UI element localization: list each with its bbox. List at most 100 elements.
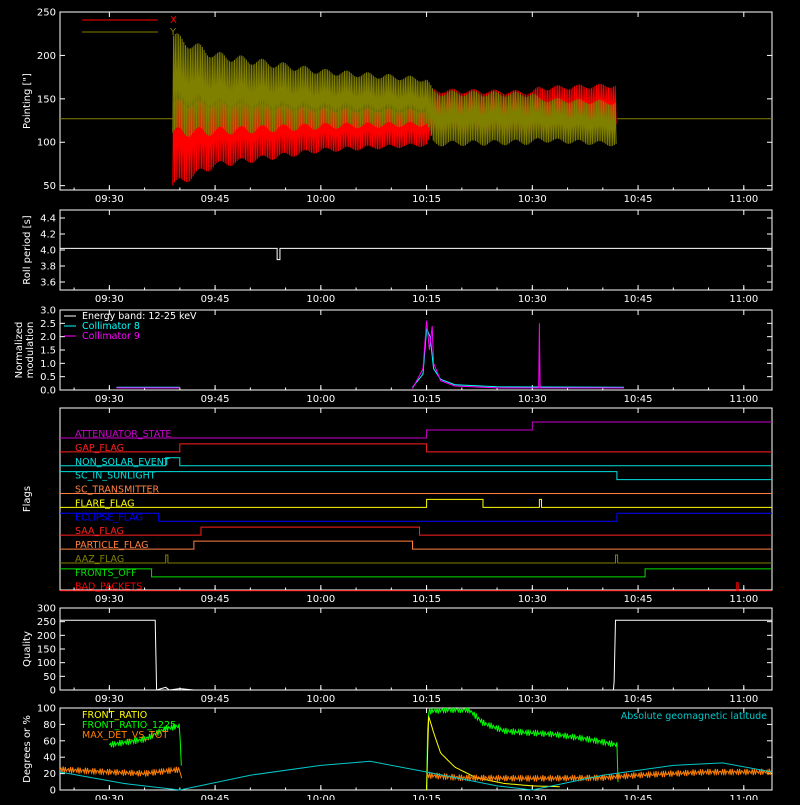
flag-line [60,421,772,439]
ratios-time-tick-label: 10:45 [624,794,653,800]
flag-label: SC_IN_SUNLIGHT [75,471,156,482]
flags-time-tick-label: 09:30 [95,594,124,605]
flag-label: ATTENUATOR_STATE [75,429,171,440]
pointing-time-tick-label: 09:30 [95,194,124,205]
modulation-time-tick-label: 10:15 [412,394,441,405]
flag-label: AAZ_FLAG [75,554,124,565]
ratios-y-tick-label: 40 [43,753,56,764]
pointing-series-y [172,33,617,147]
modulation-y-tick-label: 2.0 [40,332,56,343]
quality-time-tick-label: 10:15 [412,694,441,705]
flag-label: BAD_PACKETS [75,582,142,593]
flags-time-tick-label: 09:45 [201,594,230,605]
ratios-annotation-geomag: Absolute geomagnetic latitude [621,711,767,722]
quality-time-tick-label: 10:45 [624,694,653,705]
quality-time-tick-label: 10:00 [306,694,335,705]
pointing-time-tick-label: 09:45 [201,194,230,205]
ratios-y-tick-label: 100 [37,704,56,715]
roll-time-tick-label: 09:45 [201,294,230,305]
pointing-legend-label-x: X [170,15,177,26]
flags-frame [59,407,773,591]
flag-label: NON_SOLAR_EVENT [75,457,170,468]
pointing-y-tick-label: 250 [37,8,56,19]
flag-label: SAA_FLAG [75,526,124,537]
quality-line [60,619,772,691]
modulation-panel: 09:30 09:45 10:00 10:15 10:30 10:45 11:00 0.0 0.… [14,306,773,405]
ratios-frame [59,707,773,791]
roll-y-tick-label: 4.0 [40,246,56,257]
roll-y-tick-label: 3.6 [40,278,56,289]
flag-label: ECLIPSE_FLAG [75,512,143,523]
modulation-y-axis-label: modulation [25,322,36,379]
flag-label: PARTICLE_FLAG [75,540,148,551]
modulation-y-tick-label: 3.0 [40,306,56,317]
flags-time-tick-label: 11:00 [729,594,758,605]
ratios-y-tick-label: 20 [43,769,56,780]
ratios-time-tick-label: 10:30 [518,794,547,800]
modulation-y-tick-label: 0.0 [40,386,56,397]
modulation-legend-label: Energy band: 12-25 keV [82,311,197,322]
flag-line [60,512,772,522]
flag-line [60,457,772,467]
ratios-legend-label: FRONT_RATIO_1225 [82,720,176,731]
quality-y-axis-label: Quality [22,631,33,667]
flags-time-tick-label: 10:45 [624,594,653,605]
roll-y-tick-label: 4.4 [40,214,56,225]
modulation-time-tick-label: 09:30 [95,394,124,405]
ratios-series-max-det-vs-tot-segment [59,766,183,779]
quality-y-tick-label: 100 [37,658,56,669]
modulation-y-tick-label: 2.5 [40,319,56,330]
roll-time-tick-label: 11:00 [729,294,758,305]
ratios-legend-label: MAX_DET_VS_TOT [82,730,168,741]
roll-time-tick-label: 10:30 [518,294,547,305]
flag-line [60,554,772,564]
modulation-legend-label: Collimator 9 [82,331,140,342]
pointing-frame [59,11,773,191]
pointing-time-tick-label: 11:00 [729,194,758,205]
modulation-legend-label: Collimator 8 [82,321,140,332]
quality-time-tick-label: 09:30 [95,694,124,705]
pointing-time-tick-label: 10:30 [518,194,547,205]
pointing-time-tick-label: 10:15 [412,194,441,205]
modulation-time-tick-label: 09:45 [201,394,230,405]
flag-label: FLARE_FLAG [75,498,135,509]
roll-y-axis-label: Roll period [s] [22,215,33,284]
roll-time-tick-label: 09:30 [95,294,124,305]
flag-line [60,582,772,592]
ratios-series-front-ratio-segment [426,716,560,791]
ratios-series-absolute-geomagnetic-latitude [59,760,773,791]
quality-time-tick-label: 11:00 [729,694,758,705]
quality-y-tick-label: 300 [37,604,56,615]
ratios-time-tick-label: 09:45 [201,794,230,800]
roll-panel: 09:30 09:45 10:00 10:15 10:30 10:45 11:00 3.6 3.… [22,209,773,305]
roll-period-line [60,247,772,261]
flags-time-tick-label: 10:15 [412,594,441,605]
roll-time-tick-label: 10:45 [624,294,653,305]
ratios-series-front-ratio-1225-segment [108,723,182,766]
modulation-y-axis-label: Normalized [14,322,25,379]
flag-label: FRONTS_OFF [75,568,137,579]
ratios-legend-label: FRONT_RATIO [82,710,147,721]
flags-time-tick-label: 10:30 [518,594,547,605]
roll-y-tick-label: 4.2 [40,230,56,241]
flags-panel: 09:30 09:45 10:00 10:15 10:30 10:45 11:00 Flags… [22,407,773,605]
flags-time-tick-label: 10:00 [306,594,335,605]
ratios-series-max-det-vs-tot-segment [426,768,772,783]
modulation-y-tick-label: 1.5 [40,346,56,357]
flag-line [60,568,772,578]
quality-y-tick-label: 0 [50,686,56,697]
pointing-legend-label-y: Y [169,27,177,38]
pointing-y-tick-label: 50 [43,181,56,192]
modulation-time-tick-label: 10:45 [624,394,653,405]
quality-y-tick-label: 250 [37,617,56,628]
quality-y-tick-label: 150 [37,645,56,656]
flag-label: SC_TRANSMITTER [75,485,160,496]
modulation-y-tick-label: 0.5 [40,372,56,383]
pointing-time-tick-label: 10:00 [306,194,335,205]
ratios-time-tick-label: 09:30 [95,794,124,800]
ratios-series-front-ratio-1225-segment [426,707,619,791]
pointing-y-tick-label: 200 [37,51,56,62]
ratios-time-tick-label: 10:15 [412,794,441,800]
modulation-time-tick-label: 10:30 [518,394,547,405]
